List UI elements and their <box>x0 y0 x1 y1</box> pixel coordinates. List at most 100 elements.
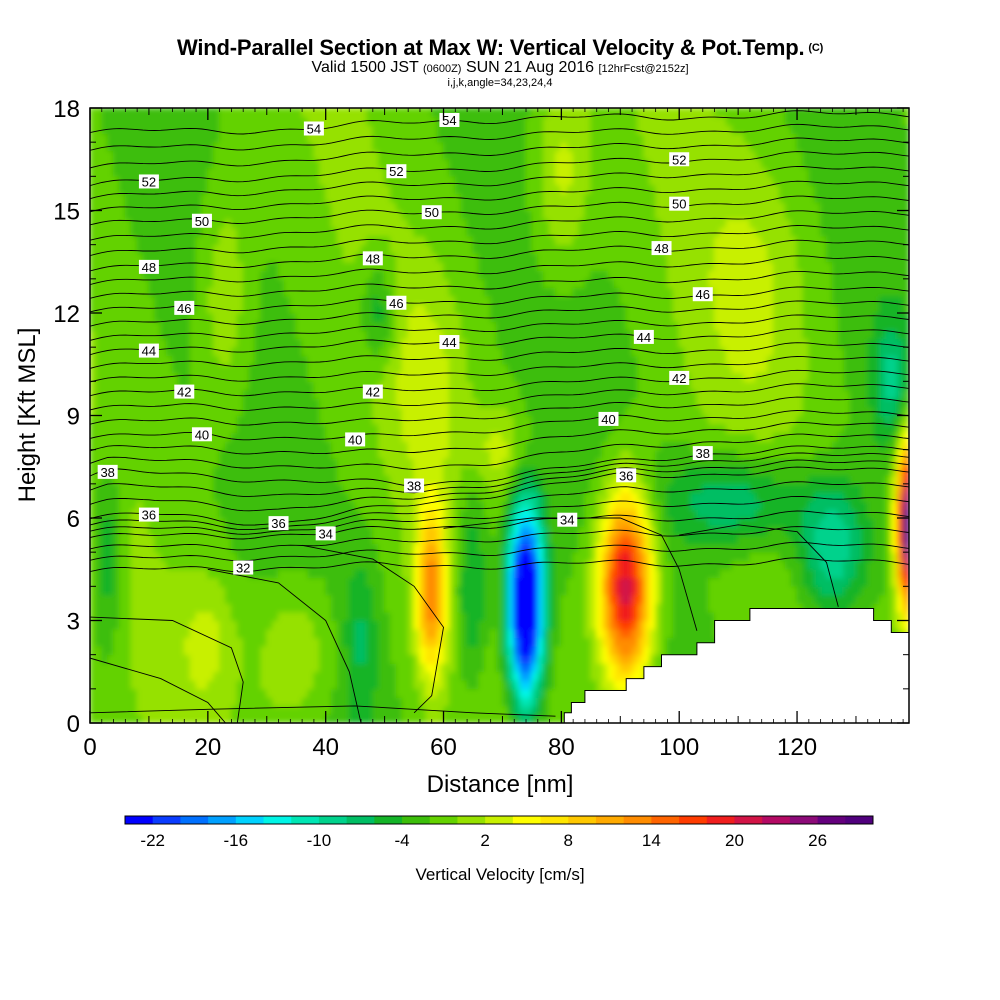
field-cell <box>307 432 315 442</box>
field-cell <box>254 457 262 468</box>
field-cell <box>154 526 162 536</box>
field-cell <box>130 654 138 664</box>
field-cell <box>183 500 191 510</box>
field-cell <box>225 585 232 596</box>
field-cell <box>136 662 144 673</box>
field-cell <box>478 577 486 587</box>
field-cell <box>177 278 185 288</box>
field-cell <box>319 602 327 613</box>
field-cell <box>466 227 474 237</box>
field-cell <box>378 594 386 604</box>
field-cell <box>478 167 486 177</box>
field-cell <box>266 551 274 562</box>
field-cell <box>254 278 262 288</box>
field-cell <box>283 611 291 621</box>
field-cell <box>319 560 327 570</box>
field-cell <box>490 286 498 297</box>
field-cell <box>295 218 303 229</box>
field-cell <box>325 620 333 630</box>
field-cell <box>460 363 468 374</box>
field-cell <box>90 688 97 698</box>
field-cell <box>289 312 297 323</box>
field-cell <box>484 440 492 451</box>
field-cell <box>148 568 156 579</box>
field-cell <box>431 124 439 135</box>
field-cell <box>207 244 215 254</box>
field-cell <box>384 158 391 169</box>
field-cell <box>472 321 480 331</box>
field-cell <box>183 321 191 331</box>
field-cell <box>195 526 203 536</box>
field-cell <box>289 611 297 621</box>
field-cell <box>236 705 244 715</box>
field-cell <box>90 244 97 254</box>
field-cell <box>472 526 480 536</box>
field-cell <box>154 329 162 340</box>
field-cell <box>460 329 468 340</box>
field-cell <box>295 346 303 357</box>
field-cell <box>195 389 203 399</box>
field-cell <box>236 252 244 263</box>
field-cell <box>425 688 433 698</box>
field-cell <box>289 688 297 698</box>
field-cell <box>230 517 238 528</box>
field-cell <box>366 500 374 510</box>
field-cell <box>142 517 150 528</box>
field-cell <box>413 218 421 229</box>
field-cell <box>254 585 262 596</box>
field-cell <box>307 611 315 621</box>
field-cell <box>142 372 150 382</box>
field-cell <box>460 415 468 425</box>
field-cell <box>413 244 421 254</box>
field-cell <box>354 380 362 391</box>
field-cell <box>189 568 197 579</box>
field-cell <box>413 261 421 271</box>
field-cell <box>124 432 132 442</box>
field-cell <box>154 235 162 246</box>
field-cell <box>460 124 468 135</box>
field-cell <box>101 355 109 365</box>
field-cell <box>136 585 144 596</box>
field-cell <box>437 688 445 698</box>
field-cell <box>124 175 132 186</box>
field-cell <box>454 620 462 630</box>
field-cell <box>283 406 291 416</box>
field-cell <box>301 654 309 664</box>
field-cell <box>478 201 486 211</box>
field-cell <box>107 363 115 374</box>
field-cell <box>124 594 132 604</box>
field-cell <box>266 645 274 656</box>
field-cell <box>272 338 280 348</box>
field-cell <box>236 108 244 118</box>
field-cell <box>366 696 374 707</box>
field-cell <box>378 406 386 416</box>
field-cell <box>148 278 156 288</box>
field-cell <box>213 286 221 297</box>
field-cell <box>372 108 380 118</box>
field-cell <box>472 534 480 545</box>
field-cell <box>95 449 103 459</box>
field-cell <box>348 688 356 698</box>
field-cell <box>448 108 456 118</box>
field-cell <box>319 141 327 152</box>
field-cell <box>472 543 480 553</box>
field-cell <box>319 577 327 587</box>
field-cell <box>360 167 368 177</box>
field-cell <box>101 329 109 340</box>
field-cell <box>437 397 445 408</box>
field-cell <box>354 218 362 229</box>
field-cell <box>236 637 244 647</box>
field-cell <box>107 500 115 510</box>
field-cell <box>372 184 380 194</box>
field-cell <box>183 141 191 152</box>
field-cell <box>301 329 309 340</box>
field-cell <box>107 380 115 391</box>
field-cell <box>295 713 303 723</box>
field-cell <box>219 440 227 451</box>
field-cell <box>213 696 221 707</box>
field-cell <box>360 158 368 169</box>
field-cell <box>466 534 474 545</box>
field-cell <box>254 235 262 246</box>
field-cell <box>230 397 238 408</box>
field-cell <box>130 491 138 502</box>
